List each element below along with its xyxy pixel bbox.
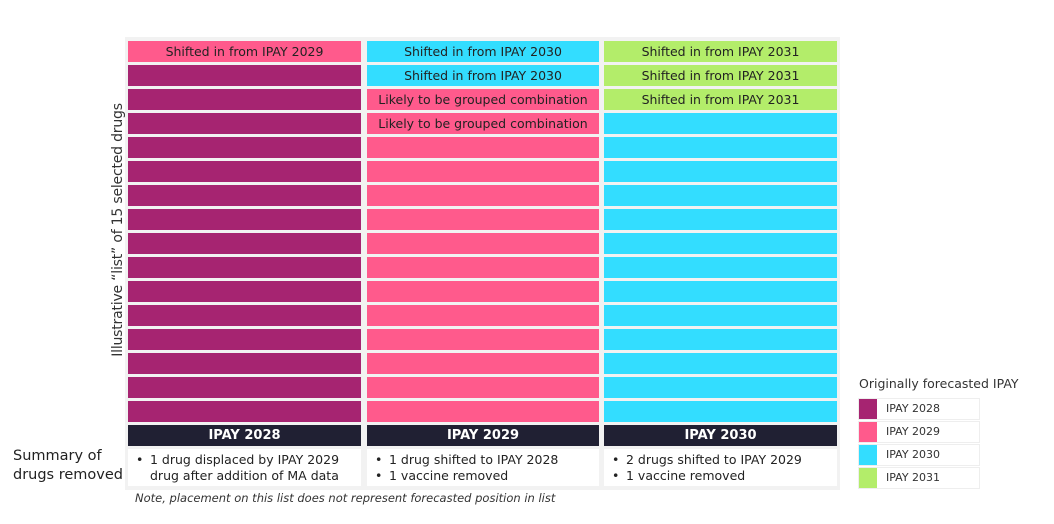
column-header: IPAY 2030 <box>604 425 837 446</box>
drug-cell <box>128 209 361 230</box>
drug-cell <box>128 257 361 278</box>
drug-cell: Shifted in from IPAY 2030 <box>367 65 599 86</box>
drug-cell <box>367 353 599 374</box>
summary-item: 1 drug displaced by IPAY 2029 drug after… <box>136 452 355 483</box>
drug-cell <box>604 233 837 254</box>
legend-item: IPAY 2028 <box>858 398 980 420</box>
summary-list: 2 drugs shifted to IPAY 20291 vaccine re… <box>612 452 831 483</box>
drug-cell <box>367 281 599 302</box>
drug-cell <box>128 281 361 302</box>
legend-title: Originally forecasted IPAY <box>859 376 1019 391</box>
summary-item: 1 vaccine removed <box>612 468 831 484</box>
drug-cell <box>128 377 361 398</box>
summary-item: 1 vaccine removed <box>375 468 593 484</box>
drug-cell <box>604 329 837 350</box>
summary-label-text: Summary of drugs removed <box>13 448 123 483</box>
summary-list: 1 drug shifted to IPAY 20281 vaccine rem… <box>375 452 593 483</box>
column-header: IPAY 2029 <box>367 425 599 446</box>
drug-cell <box>604 185 837 206</box>
legend-label: IPAY 2029 <box>886 425 941 438</box>
legend-item: IPAY 2030 <box>858 444 980 466</box>
drug-cell <box>128 185 361 206</box>
drug-cell <box>604 305 837 326</box>
drug-cell <box>367 329 599 350</box>
drug-cell <box>128 161 361 182</box>
drug-cell <box>128 329 361 350</box>
summary-item: 1 drug shifted to IPAY 2028 <box>375 452 593 468</box>
drug-cell <box>367 257 599 278</box>
summary-item: 2 drugs shifted to IPAY 2029 <box>612 452 831 468</box>
drug-cell: Likely to be grouped combination <box>367 113 599 134</box>
drug-cell <box>604 353 837 374</box>
drug-cell <box>367 233 599 254</box>
drug-cell <box>604 113 837 134</box>
column-summary: 1 drug shifted to IPAY 20281 vaccine rem… <box>367 449 599 486</box>
note-text: Note, placement on this list does not re… <box>135 491 556 505</box>
summary-list: 1 drug displaced by IPAY 2029 drug after… <box>136 452 355 483</box>
drug-cell <box>604 281 837 302</box>
drug-cell: Shifted in from IPAY 2031 <box>604 89 837 110</box>
drug-cell <box>128 233 361 254</box>
legend-label: IPAY 2028 <box>886 402 941 415</box>
column-summary: 1 drug displaced by IPAY 2029 drug after… <box>128 449 361 486</box>
drug-cell: Shifted in from IPAY 2030 <box>367 41 599 62</box>
drug-cell <box>604 137 837 158</box>
legend-swatch <box>859 399 877 419</box>
legend-label: IPAY 2031 <box>886 471 941 484</box>
legend-label: IPAY 2030 <box>886 448 941 461</box>
drug-cell <box>367 401 599 422</box>
drug-cell: Shifted in from IPAY 2031 <box>604 41 837 62</box>
drug-cell <box>128 353 361 374</box>
drug-cell <box>128 65 361 86</box>
drug-cell <box>367 209 599 230</box>
y-axis-label: Illustrative “list” of 15 selected drugs <box>110 103 126 357</box>
drug-cell <box>128 137 361 158</box>
drug-cell <box>367 161 599 182</box>
drug-cell <box>604 209 837 230</box>
column-header: IPAY 2028 <box>128 425 361 446</box>
summary-label: Summary of drugs removed <box>13 447 123 485</box>
drug-cell <box>128 113 361 134</box>
legend: IPAY 2028 IPAY 2029 IPAY 2030 IPAY 2031 <box>858 398 980 490</box>
drug-cell: Shifted in from IPAY 2029 <box>128 41 361 62</box>
drug-cell <box>604 257 837 278</box>
drug-cell <box>367 305 599 326</box>
drug-cell: Shifted in from IPAY 2031 <box>604 65 837 86</box>
legend-item: IPAY 2031 <box>858 467 980 489</box>
legend-swatch <box>859 422 877 442</box>
drug-cell <box>128 305 361 326</box>
drug-cell <box>367 377 599 398</box>
drug-cell <box>367 137 599 158</box>
drug-cell <box>604 161 837 182</box>
drug-cell <box>604 377 837 398</box>
drug-cell <box>128 401 361 422</box>
column-summary: 2 drugs shifted to IPAY 20291 vaccine re… <box>604 449 837 486</box>
drug-cell: Likely to be grouped combination <box>367 89 599 110</box>
drug-cell <box>367 185 599 206</box>
drug-cell <box>128 89 361 110</box>
legend-item: IPAY 2029 <box>858 421 980 443</box>
legend-swatch <box>859 445 877 465</box>
drug-cell <box>604 401 837 422</box>
legend-swatch <box>859 468 877 488</box>
